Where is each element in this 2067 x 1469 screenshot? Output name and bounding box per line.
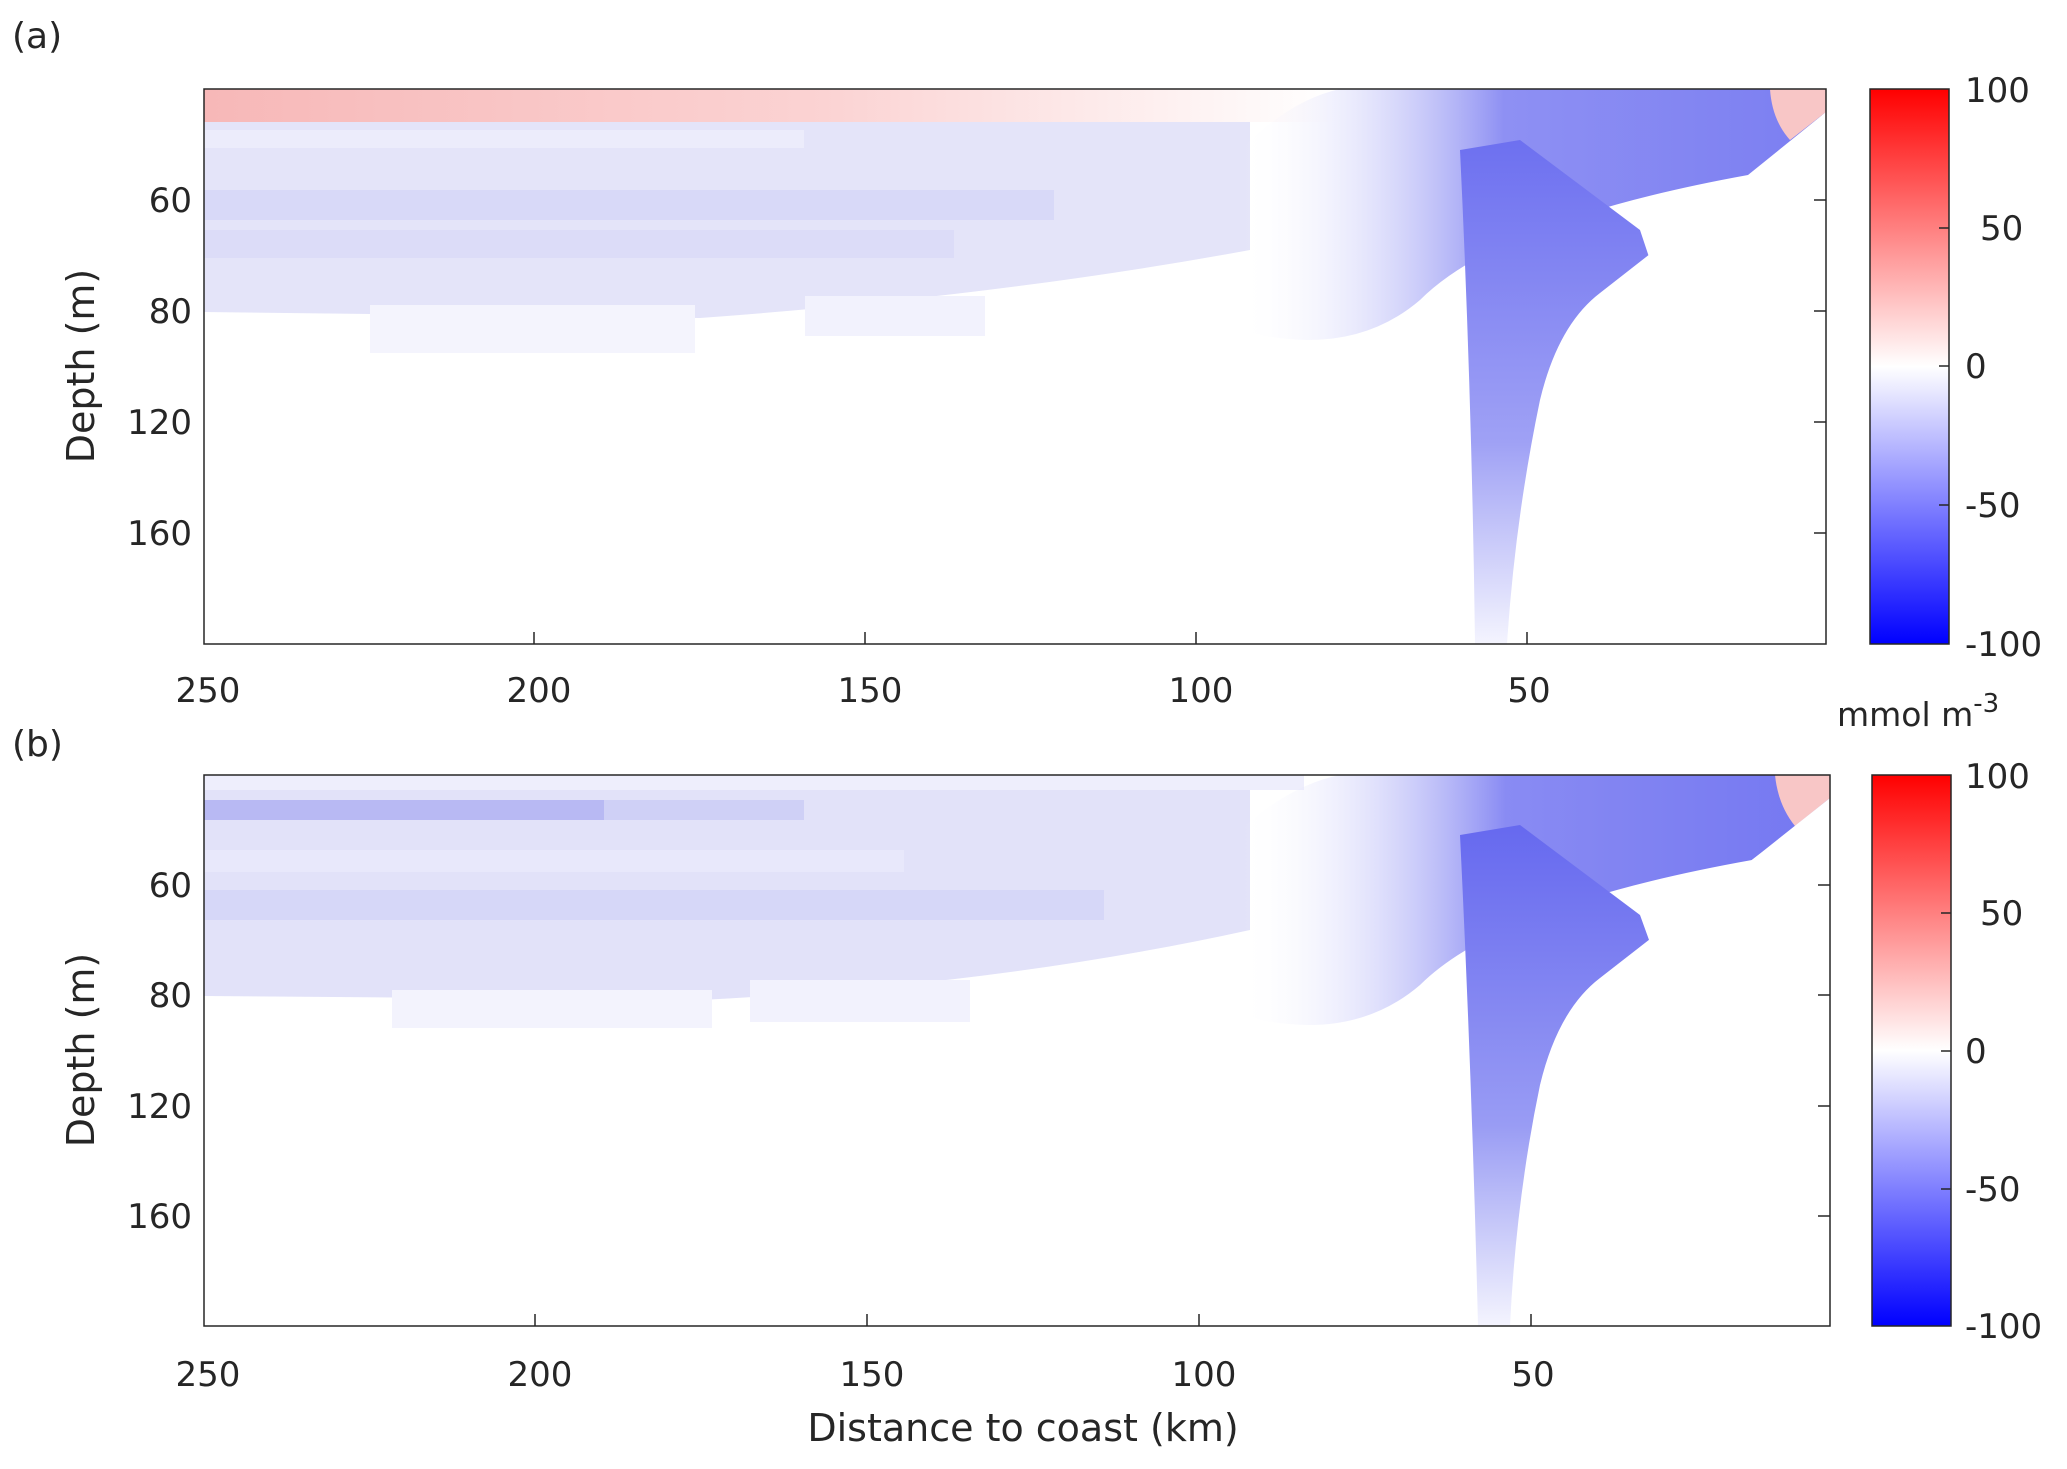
y-tick-label: 60 (149, 866, 192, 906)
x-tick-label: 250 (176, 671, 241, 711)
colorbar-unit-label: mmol m-3 (1837, 689, 1999, 734)
y-tick-label: 120 (127, 403, 192, 443)
panel-a-field (204, 89, 1826, 644)
panel-b-subsurface-band (204, 890, 1104, 920)
panel-a-surface-layer (204, 89, 1334, 122)
panel-b-coastal-surface (1775, 775, 1830, 826)
panel-b-subsurface-band (204, 800, 604, 820)
x-tick-label: 150 (838, 671, 903, 711)
colorbar-tick-label: 50 (1980, 894, 2023, 934)
panel-a-subsurface-band (204, 190, 1054, 220)
panel-a-colorbar: 100 50 0 -50 -100 (1869, 71, 2042, 665)
x-tick-label: 150 (840, 1355, 905, 1395)
colorbar-unit-base: mmol m (1837, 695, 1973, 734)
y-tick-label: 160 (127, 514, 192, 554)
y-tick-label: 80 (149, 292, 192, 332)
panel-a-axes-frame (203, 88, 1827, 645)
x-tick-label: 250 (176, 1355, 241, 1395)
colorbar-gradient (1869, 88, 1950, 645)
panel-a-y-axis-label: Depth (m) (59, 269, 103, 464)
colorbar-tick-label: 0 (1965, 347, 1987, 387)
y-tick-label: 160 (127, 1197, 192, 1237)
panel-b-field (204, 775, 1830, 1326)
panel-a-label: (a) (12, 16, 62, 57)
panel-a-subsurface-band (204, 130, 804, 148)
panel-b-seafloor (1510, 798, 1830, 1326)
colorbar-tick-label: -100 (1965, 1307, 2042, 1347)
x-tick-label: 50 (1511, 1355, 1554, 1395)
panel-b: (b) 250 200 150 100 50 (12, 724, 2042, 1450)
panel-b-label: (b) (12, 724, 63, 765)
panel-b-axes-frame (203, 774, 1831, 1327)
panel-b-subsurface-band (604, 800, 804, 820)
panel-a-seafloor (1507, 112, 1826, 644)
panel-b-surface-layer (204, 775, 1304, 790)
y-tick-label: 60 (149, 181, 192, 221)
colorbar-tick-label: -50 (1965, 1170, 2021, 1210)
x-tick-label: 200 (507, 671, 572, 711)
panel-a-x-ticks: 250 200 150 100 50 (176, 632, 1551, 711)
colorbar-tick-label: 0 (1965, 1032, 1987, 1072)
x-tick-label: 50 (1507, 671, 1550, 711)
colorbar-unit-exponent: -3 (1973, 689, 1999, 719)
y-tick-label: 120 (127, 1087, 192, 1127)
panel-b-x-ticks: 250 200 150 100 50 (176, 1314, 1555, 1395)
panel-a-deep-fringe (370, 305, 695, 353)
colorbar-tick-label: 50 (1980, 209, 2023, 249)
x-tick-label: 100 (1172, 1355, 1237, 1395)
panel-a-deep-fringe (805, 296, 985, 336)
colorbar-gradient (1871, 774, 1952, 1327)
panel-b-y-ticks: 60 80 120 160 (127, 866, 1830, 1237)
x-tick-label: 200 (508, 1355, 573, 1395)
panel-b-colorbar: 100 50 0 -50 -100 (1871, 757, 2042, 1347)
x-tick-label: 100 (1169, 671, 1234, 711)
panel-b-subsurface-band (204, 850, 904, 872)
panel-b-deep-fringe (750, 980, 970, 1022)
y-tick-label: 80 (149, 976, 192, 1016)
x-axis-label: Distance to coast (km) (807, 1406, 1238, 1450)
panel-a-subsurface-band (204, 230, 954, 258)
panel-b-y-axis-label: Depth (m) (59, 953, 103, 1148)
colorbar-tick-label: 100 (1965, 71, 2030, 111)
panel-b-deep-fringe (392, 990, 712, 1028)
colorbar-tick-label: 100 (1965, 757, 2030, 797)
panel-a-coastal-surface (1770, 89, 1826, 140)
panel-a-y-ticks: 60 80 120 160 (127, 181, 1826, 554)
colorbar-tick-label: -50 (1965, 486, 2021, 526)
colorbar-tick-label: -100 (1965, 625, 2042, 665)
panel-a: (a) 250 200 150 100 50 (12, 16, 2042, 734)
